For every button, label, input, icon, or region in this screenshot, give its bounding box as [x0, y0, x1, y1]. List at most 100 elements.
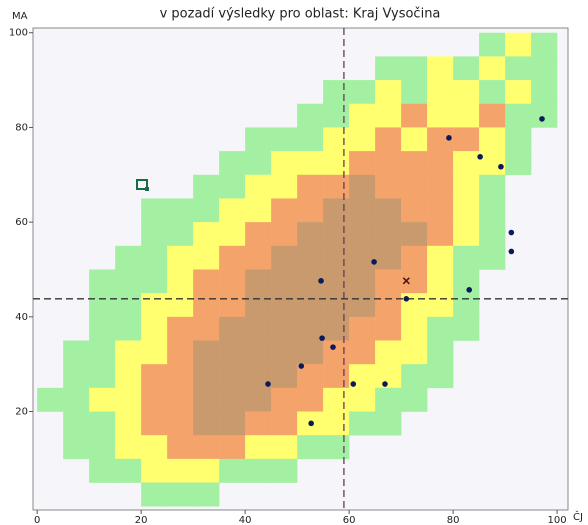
x-axis-label: ČJ	[573, 510, 583, 523]
heatmap-cell	[115, 364, 142, 389]
heatmap-cell	[453, 198, 480, 223]
x-tick-label: 0	[34, 515, 40, 525]
heatmap-cell	[297, 151, 324, 176]
y-tick-label: 100	[9, 28, 28, 39]
heatmap-cell	[271, 222, 298, 247]
heatmap-cell	[297, 103, 324, 128]
heatmap-cell	[297, 269, 324, 294]
heatmap-cell	[323, 174, 350, 199]
heatmap-cell	[193, 482, 220, 507]
heatmap-cell	[427, 316, 454, 341]
x-tick-label: 40	[239, 515, 252, 525]
heatmap-cell	[375, 103, 402, 128]
heatmap-cell	[219, 364, 246, 389]
heatmap-cell	[219, 198, 246, 223]
heatmap-cell	[193, 411, 220, 436]
heatmap-cell	[297, 435, 324, 460]
heatmap-cell	[453, 127, 480, 152]
heatmap-cell	[271, 269, 298, 294]
heatmap-cell	[401, 151, 428, 176]
heatmap-cell	[193, 435, 220, 460]
heatmap-cell	[297, 387, 324, 412]
heatmap-cell	[427, 174, 454, 199]
heatmap-cell	[297, 316, 324, 341]
heatmap-cell	[219, 458, 246, 483]
heatmap-cell	[167, 245, 194, 270]
heatmap-cell	[141, 458, 168, 483]
heatmap-cell	[245, 411, 272, 436]
heatmap-cell	[349, 340, 376, 365]
heatmap-cell	[271, 245, 298, 270]
heatmap-cell	[297, 174, 324, 199]
heatmap-cell	[141, 269, 168, 294]
heatmap-cell	[323, 222, 350, 247]
heatmap-cell	[479, 127, 506, 152]
heatmap-cell	[89, 411, 116, 436]
heatmap-cell	[375, 387, 402, 412]
heatmap-cell	[531, 56, 558, 81]
heatmap-cell	[375, 245, 402, 270]
heatmap-cell	[193, 364, 220, 389]
heatmap-cell	[37, 387, 64, 412]
heatmap-cell	[401, 174, 428, 199]
x-tick-label: 100	[548, 515, 567, 525]
heatmap-cell	[141, 340, 168, 365]
heatmap-cell	[401, 245, 428, 270]
heatmap-cell	[271, 387, 298, 412]
heatmap-cell	[349, 316, 376, 341]
heatmap-cell	[375, 198, 402, 223]
heatmap-cell	[323, 245, 350, 270]
heatmap-cell	[401, 127, 428, 152]
heatmap-cell	[427, 245, 454, 270]
y-tick-label: 40	[15, 312, 28, 323]
heatmap-cell	[401, 340, 428, 365]
heatmap-cell	[323, 435, 350, 460]
heatmap-cell	[427, 198, 454, 223]
heatmap-cell	[141, 387, 168, 412]
heatmap-cell	[271, 458, 298, 483]
heatmap-cell	[401, 364, 428, 389]
heatmap-cell	[245, 364, 272, 389]
heatmap-cell	[323, 316, 350, 341]
heatmap-cell	[271, 411, 298, 436]
heatmap-cell	[219, 387, 246, 412]
heatmap-cell	[427, 340, 454, 365]
heatmap-cell	[375, 411, 402, 436]
heatmap-cell	[141, 245, 168, 270]
heatmap-cell	[245, 435, 272, 460]
heatmap-cell	[115, 316, 142, 341]
heatmap-cell	[115, 435, 142, 460]
point	[298, 363, 305, 369]
heatmap-cell	[245, 174, 272, 199]
heatmap-cell	[219, 411, 246, 436]
y-tick-label: 20	[15, 407, 28, 418]
heatmap-cell	[167, 482, 194, 507]
heatmap-cell	[89, 293, 116, 318]
heatmap-cell	[453, 293, 480, 318]
heatmap-cell	[271, 127, 298, 152]
heatmap-cell	[427, 364, 454, 389]
heatmap-cell	[453, 222, 480, 247]
heatmap-cell	[349, 269, 376, 294]
heatmap-cell	[245, 151, 272, 176]
heatmap-cell	[401, 222, 428, 247]
y-tick-label: 80	[15, 122, 28, 133]
heatmap-cell	[427, 127, 454, 152]
heatmap-cell	[479, 222, 506, 247]
point	[382, 381, 388, 387]
heatmap-cell	[427, 80, 454, 105]
heatmap-cell	[323, 387, 350, 412]
heatmap-cell	[297, 364, 324, 389]
heatmap-cell	[193, 222, 220, 247]
heatmap-cell	[219, 435, 246, 460]
heatmap-cell	[479, 245, 506, 270]
heatmap-cell	[323, 127, 350, 152]
heatmap-cell	[427, 269, 454, 294]
heatmap-cell	[167, 316, 194, 341]
heatmap-cell	[297, 222, 324, 247]
heatmap-cell	[349, 80, 376, 105]
heatmap-cell	[323, 411, 350, 436]
heatmap-cell	[297, 127, 324, 152]
heatmap-cell	[297, 340, 324, 365]
